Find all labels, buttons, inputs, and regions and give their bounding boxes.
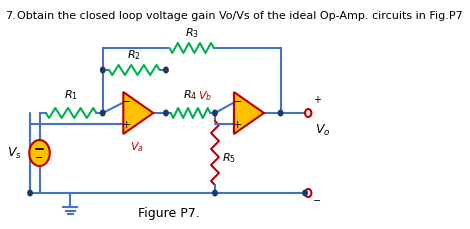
Circle shape [213,190,217,196]
Text: −: − [122,98,131,107]
Circle shape [29,140,50,166]
Text: Obtain the closed loop voltage gain Vo/Vs of the ideal Op-Amp. circuits in Fig.P: Obtain the closed loop voltage gain Vo/V… [17,11,463,21]
Circle shape [164,67,168,73]
Text: +: + [122,120,131,130]
Polygon shape [123,92,153,134]
Text: −: − [313,196,321,206]
Text: $R_1$: $R_1$ [64,88,78,102]
Text: $V_b$: $V_b$ [198,89,212,103]
Text: $R_5$: $R_5$ [222,151,236,165]
Text: 7.: 7. [6,11,16,21]
Text: +: + [313,95,321,105]
Circle shape [164,110,168,116]
Text: $R_3$: $R_3$ [185,26,199,40]
Text: −: − [35,153,44,163]
Text: $V_o$: $V_o$ [314,123,330,138]
Circle shape [305,189,312,197]
Polygon shape [234,92,264,134]
Text: $V_a$: $V_a$ [130,140,144,154]
Text: $R_4$: $R_4$ [183,88,197,102]
Circle shape [28,190,32,196]
Text: −: − [232,98,242,107]
Circle shape [305,109,312,117]
Circle shape [101,67,105,73]
Circle shape [101,110,105,116]
Circle shape [213,110,217,116]
Circle shape [278,110,283,116]
Text: $V_s$: $V_s$ [7,145,22,161]
Text: +: + [232,120,242,130]
Circle shape [303,190,307,196]
Text: Figure P7.: Figure P7. [138,207,200,220]
Text: $R_2$: $R_2$ [127,48,141,62]
